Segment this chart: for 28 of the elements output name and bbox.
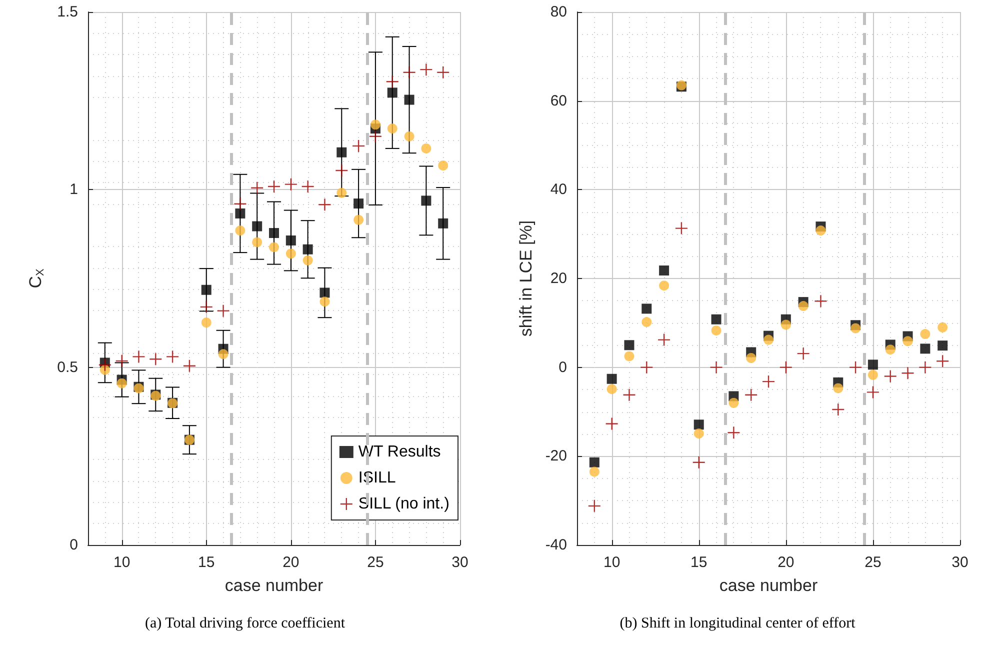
- y-tick-label: 0: [558, 358, 567, 376]
- y-tick-label: -40: [545, 536, 567, 554]
- text: (b) Shift in longitudinal center of effort: [620, 616, 856, 632]
- y-tick-label: 60: [550, 92, 567, 110]
- y-axis-title: shift in LCE [%]: [516, 220, 536, 337]
- y-tick-label: 0.5: [57, 358, 78, 376]
- x-tick-label: 25: [367, 554, 384, 571]
- x-tick-label: 30: [952, 554, 968, 571]
- x-tick-label: 10: [603, 554, 620, 571]
- y-tick-label: 1.5: [57, 4, 78, 20]
- y-tick-label: 20: [550, 270, 567, 287]
- x-tick-label: 20: [282, 554, 300, 571]
- y-tick-label: 80: [550, 4, 567, 20]
- x-axis-title: case number: [224, 576, 324, 595]
- y-tick-label: 0: [70, 536, 78, 554]
- x-tick-label: 20: [778, 554, 794, 571]
- legend-label: WT Results: [358, 444, 441, 460]
- y-tick-label: -20: [545, 448, 567, 465]
- x-tick-label: 15: [198, 554, 215, 571]
- x-tick-label: 30: [452, 554, 468, 571]
- x-axis-title: case number: [719, 576, 818, 595]
- x-tick-label: 15: [690, 554, 708, 571]
- y-axis-title: CX: [26, 268, 46, 288]
- x-tick-label: 25: [864, 554, 882, 571]
- text: (a) Total driving force coefficient: [145, 616, 346, 632]
- x-tick-label: 10: [113, 554, 130, 571]
- y-tick-label: 1: [70, 181, 78, 198]
- y-tick-label: 40: [550, 181, 567, 198]
